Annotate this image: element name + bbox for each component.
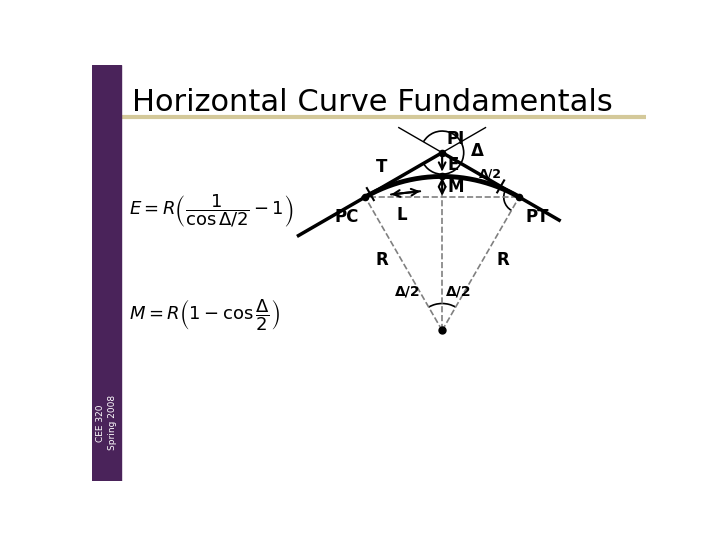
- Text: PT: PT: [526, 208, 549, 226]
- Text: Horizontal Curve Fundamentals: Horizontal Curve Fundamentals: [132, 88, 613, 117]
- Text: CEE 320
Spring 2008: CEE 320 Spring 2008: [96, 395, 117, 450]
- Text: M: M: [448, 178, 464, 196]
- Text: $M = R\left(1 - \cos\dfrac{\Delta}{2}\right)$: $M = R\left(1 - \cos\dfrac{\Delta}{2}\ri…: [129, 297, 279, 333]
- Text: PC: PC: [335, 208, 359, 226]
- Text: T: T: [376, 158, 387, 177]
- Text: R: R: [376, 251, 388, 269]
- Text: PI: PI: [446, 130, 464, 148]
- Text: L: L: [397, 206, 408, 224]
- Text: $E = R\left(\dfrac{1}{\cos\Delta/2} - 1\right)$: $E = R\left(\dfrac{1}{\cos\Delta/2} - 1\…: [129, 193, 294, 230]
- Text: Δ/2: Δ/2: [446, 284, 472, 298]
- Text: E: E: [448, 156, 459, 173]
- Text: Δ: Δ: [472, 142, 485, 160]
- Text: Δ/2: Δ/2: [395, 284, 420, 298]
- Bar: [92, 65, 121, 481]
- Text: Δ/2: Δ/2: [480, 167, 503, 180]
- Text: R: R: [496, 251, 509, 269]
